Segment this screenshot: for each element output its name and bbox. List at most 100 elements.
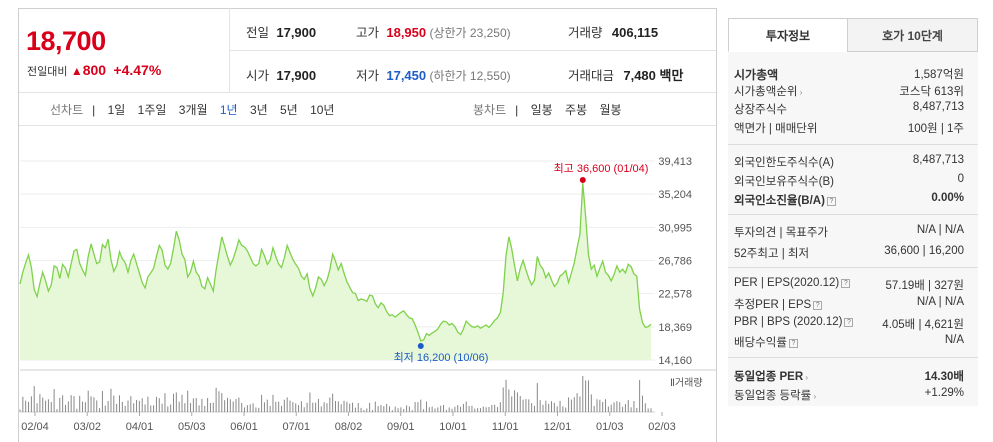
volume-bar — [593, 405, 595, 412]
high-row: 고가 18,950 (상한가 23,250) — [356, 22, 511, 41]
tab-orderbook[interactable]: 호가 10단계 — [847, 18, 978, 52]
est-per-label: 추정PER | EPS — [734, 299, 812, 311]
volume-bar — [451, 408, 453, 412]
volume-bar — [53, 389, 55, 412]
volume-bar — [289, 400, 291, 412]
volume-bar — [36, 403, 38, 412]
candle-chart-nav: 봉차트 | 일봉 주봉 월봉 — [473, 103, 622, 117]
volume-bar — [533, 405, 535, 412]
candle-daily[interactable]: 일봉 — [530, 103, 553, 117]
volume-bar — [389, 406, 391, 412]
volume-bar — [349, 403, 351, 412]
volume-bar — [292, 402, 294, 412]
period-5y[interactable]: 5년 — [280, 103, 298, 117]
volume-bar — [269, 406, 271, 412]
sector-per-label[interactable]: 동일업종 PER — [734, 371, 804, 383]
period-10y[interactable]: 10년 — [310, 103, 335, 117]
volume-bar — [82, 401, 84, 412]
shares-value: 8,487,713 — [912, 101, 964, 113]
volume-bar — [136, 399, 138, 412]
volume-bar — [585, 380, 587, 412]
help-icon[interactable]: ? — [813, 301, 823, 310]
prev-close-row: 전일 17,900 — [246, 22, 316, 41]
volume-bar — [175, 392, 177, 412]
rank-label[interactable]: 시가총액순위 — [734, 86, 798, 98]
volume-bar — [198, 405, 200, 412]
volume-bar — [110, 388, 112, 412]
volume-bar — [474, 408, 476, 412]
volume-bar — [278, 401, 280, 412]
low-value: 17,450 — [386, 68, 427, 83]
y-tick-label: 39,413 — [658, 156, 692, 168]
help-icon[interactable]: ? — [841, 279, 851, 288]
x-tick-label: 02/04 — [21, 421, 49, 433]
help-icon[interactable]: ? — [826, 197, 836, 206]
volume-bar — [377, 406, 379, 412]
y-tick-label: 26,786 — [658, 256, 692, 268]
volume-bar — [596, 399, 598, 412]
volume-bar — [494, 404, 496, 412]
foreign-hold-row: 외국인보유주식수(B) 0 — [734, 173, 964, 189]
period-1d[interactable]: 1일 — [107, 103, 126, 117]
volume-bar — [391, 410, 393, 412]
period-3y[interactable]: 3년 — [249, 103, 268, 117]
volume-bar — [283, 399, 285, 412]
volume-bar — [263, 402, 265, 412]
volume-bar — [45, 400, 47, 412]
foreign-ratio-value: 0.00% — [931, 192, 964, 204]
volume-bar — [460, 406, 462, 412]
volume-bar — [354, 407, 356, 412]
rank-row: 시가총액순위 › 코스닥 613위 — [734, 83, 964, 99]
volume-bar — [252, 403, 254, 412]
volume-bar — [93, 397, 95, 412]
volume-bar — [33, 386, 35, 412]
volume-bar — [337, 401, 339, 412]
volume-bar — [272, 394, 274, 412]
period-3m[interactable]: 3개월 — [178, 103, 208, 117]
market-cap-label: 시가총액 — [734, 68, 779, 82]
volume-bar — [335, 401, 336, 412]
tab-investment-info[interactable]: 투자정보 — [728, 18, 848, 52]
volume-bar — [104, 405, 106, 412]
volume-bar — [56, 409, 58, 412]
volume-bar — [209, 403, 211, 412]
volume-bar — [212, 402, 214, 412]
volume-bar — [238, 397, 240, 412]
est-per-value: N/A | N/A — [916, 296, 964, 308]
y-tick-label: 30,995 — [658, 222, 692, 234]
volume-bar — [42, 397, 44, 412]
volume-bar — [602, 401, 604, 412]
candle-monthly[interactable]: 월봉 — [599, 103, 622, 117]
volume-bar — [371, 409, 373, 412]
y-tick-label: 14,160 — [658, 355, 692, 367]
volume-bar — [249, 404, 251, 412]
volume-bar — [505, 379, 507, 412]
help-icon[interactable]: ? — [788, 339, 798, 348]
volume-bar — [204, 405, 206, 412]
volume-bar — [633, 401, 635, 412]
period-1y[interactable]: 1년 — [219, 103, 238, 117]
dividend-value: N/A — [944, 334, 964, 346]
candle-weekly[interactable]: 주봉 — [565, 103, 588, 117]
top-border — [18, 8, 716, 9]
x-tick-label: 08/02 — [335, 421, 363, 433]
period-1w[interactable]: 1주일 — [137, 103, 167, 117]
volume-bar — [607, 406, 609, 412]
x-tick-label: 03/02 — [73, 421, 101, 433]
volume-bar — [147, 396, 149, 412]
volume-bar — [312, 402, 314, 412]
volume-bar — [420, 399, 422, 412]
price-line — [19, 183, 652, 342]
help-icon[interactable]: ? — [844, 318, 854, 327]
x-tick-label: 01/03 — [596, 421, 624, 433]
volume-bar — [280, 405, 282, 412]
volume-bar — [150, 405, 152, 412]
volume-bar — [437, 407, 439, 412]
price-area — [20, 183, 651, 360]
sector-rate-label[interactable]: 동일업종 등락률 — [734, 390, 812, 402]
volume-bar — [50, 401, 52, 412]
volume-bar — [434, 408, 436, 412]
sector-per-value: 14.30배 — [924, 371, 964, 383]
volume-bar — [587, 380, 589, 412]
volume-bar — [644, 403, 646, 412]
